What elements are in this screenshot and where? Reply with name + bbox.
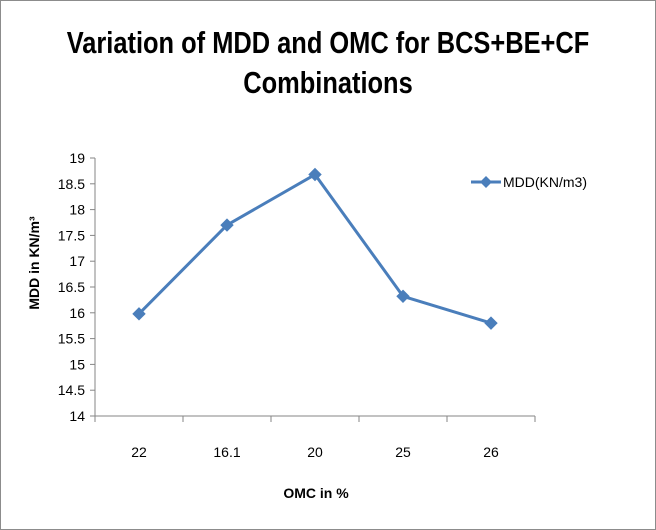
x-tick-label: 20 (307, 444, 323, 460)
data-point-marker (308, 167, 322, 182)
data-point-marker (484, 316, 498, 330)
legend: MDD(KN/m3) (471, 174, 587, 190)
y-tick-label: 19 (69, 150, 85, 166)
y-tick-label: 18.5 (58, 176, 85, 192)
legend-marker (480, 176, 492, 188)
y-tick-label: 17 (69, 253, 85, 269)
chart-title-line1: Variation of MDD and OMC for BCS+BE+CF (66, 25, 590, 60)
y-tick-label: 16.5 (58, 279, 85, 295)
data-point-marker (220, 218, 234, 232)
chart-title-line2: Combinations (243, 65, 413, 100)
x-tick-labels: 22 16.1 20 25 26 (131, 444, 499, 460)
data-point-marker (396, 289, 410, 303)
y-tick-label: 14.5 (58, 382, 85, 398)
data-point-marker (132, 307, 146, 321)
y-tick-label: 15.5 (58, 331, 85, 347)
legend-label: MDD(KN/m3) (503, 174, 587, 190)
chart-title: Variation of MDD and OMC for BCS+BE+CF C… (60, 23, 596, 103)
y-axis-title: MDD in KN/m³ (26, 216, 42, 310)
y-tick-labels: 14 14.5 15 15.5 16 16.5 17 17.5 18 18.5 19 (58, 150, 85, 424)
x-tick-label: 22 (131, 444, 147, 460)
x-tick-label: 16.1 (213, 444, 240, 460)
y-tick-label: 18 (69, 202, 85, 218)
x-tick-label: 26 (483, 444, 499, 460)
x-axis-title: OMC in % (283, 485, 349, 501)
y-tick-label: 17.5 (58, 227, 85, 243)
series-line (137, 173, 492, 325)
y-tick-label: 14 (69, 408, 85, 424)
y-tick-label: 16 (69, 305, 85, 321)
x-tick-label: 25 (395, 444, 411, 460)
series-layer (132, 167, 498, 330)
axes (90, 157, 536, 422)
y-tick-label: 15 (69, 356, 85, 372)
